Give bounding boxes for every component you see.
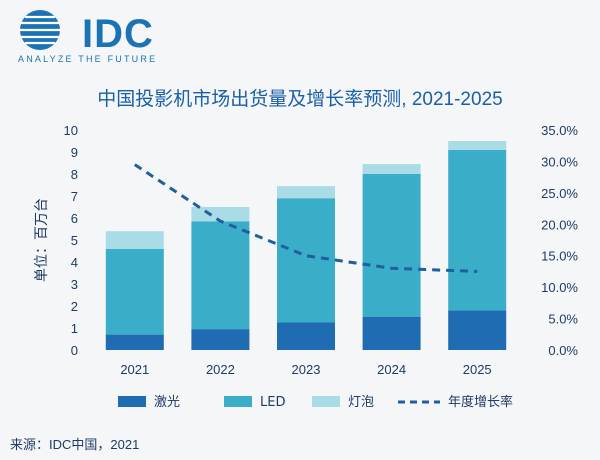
legend-swatch [224, 396, 252, 407]
y-axis-label: 单位：百万台 [34, 198, 50, 282]
y2-tick-label: 15.0% [541, 249, 578, 264]
y2-tick-label: 35.0% [541, 123, 578, 138]
bar-segment [105, 334, 164, 350]
chart-title: 中国投影机市场出货量及增长率预测, 2021-2025 [97, 89, 503, 110]
logo-tagline: ANALYZE THE FUTURE [18, 54, 158, 64]
bar-segment [448, 141, 507, 150]
y-tick-label: 4 [71, 255, 78, 270]
y-tick-label: 6 [71, 211, 78, 226]
y-tick-label: 8 [71, 167, 78, 182]
idc-logo: IDC ANALYZE THE FUTURE [12, 8, 182, 66]
y-tick-label: 5 [71, 233, 78, 248]
x-tick-label: 2022 [206, 362, 235, 377]
bar-segment [362, 317, 421, 350]
bar-segment [277, 186, 335, 199]
y-tick-label: 9 [71, 145, 78, 160]
x-tick-label: 2021 [120, 362, 149, 377]
x-tick-label: 2025 [463, 362, 492, 377]
y2-tick-label: 0.0% [548, 343, 578, 358]
source-note: 来源：IDC中国，2021 [10, 437, 140, 452]
growth-rate-line [133, 163, 478, 273]
y-tick-label: 0 [71, 343, 78, 358]
bar-segment [448, 149, 507, 311]
y-tick-label: 2 [71, 299, 78, 314]
y2-tick-label: 20.0% [541, 217, 578, 232]
logo-wordmark: IDC [82, 12, 154, 56]
legend-label: 激光 [154, 395, 180, 410]
bar-segment [191, 221, 250, 330]
bar-segment [362, 174, 421, 317]
x-tick-label: 2024 [377, 362, 406, 377]
x-tick-label: 2023 [292, 362, 321, 377]
bar-segment [191, 329, 250, 350]
legend-swatch [312, 396, 340, 407]
bar-segment [105, 231, 164, 249]
bar-segment [277, 198, 335, 323]
legend-swatch [118, 396, 146, 407]
y2-tick-label: 5.0% [548, 312, 578, 327]
bar-segment [105, 248, 164, 335]
bar-segment [362, 164, 421, 174]
y-tick-label: 1 [71, 321, 78, 336]
y2-tick-label: 10.0% [541, 280, 578, 295]
y-tick-label: 7 [71, 189, 78, 204]
legend-label: 年度增长率 [448, 394, 513, 410]
y2-tick-label: 25.0% [541, 186, 578, 201]
bar-segment [191, 207, 250, 222]
y2-tick-label: 30.0% [541, 154, 578, 169]
y-tick-label: 3 [71, 277, 78, 292]
y-tick-label: 10 [64, 123, 78, 138]
bar-segment [448, 310, 507, 350]
globe-icon [20, 10, 60, 50]
bar-segment [277, 322, 335, 350]
legend-label: LED [260, 395, 285, 410]
legend-label: 灯泡 [348, 395, 374, 410]
